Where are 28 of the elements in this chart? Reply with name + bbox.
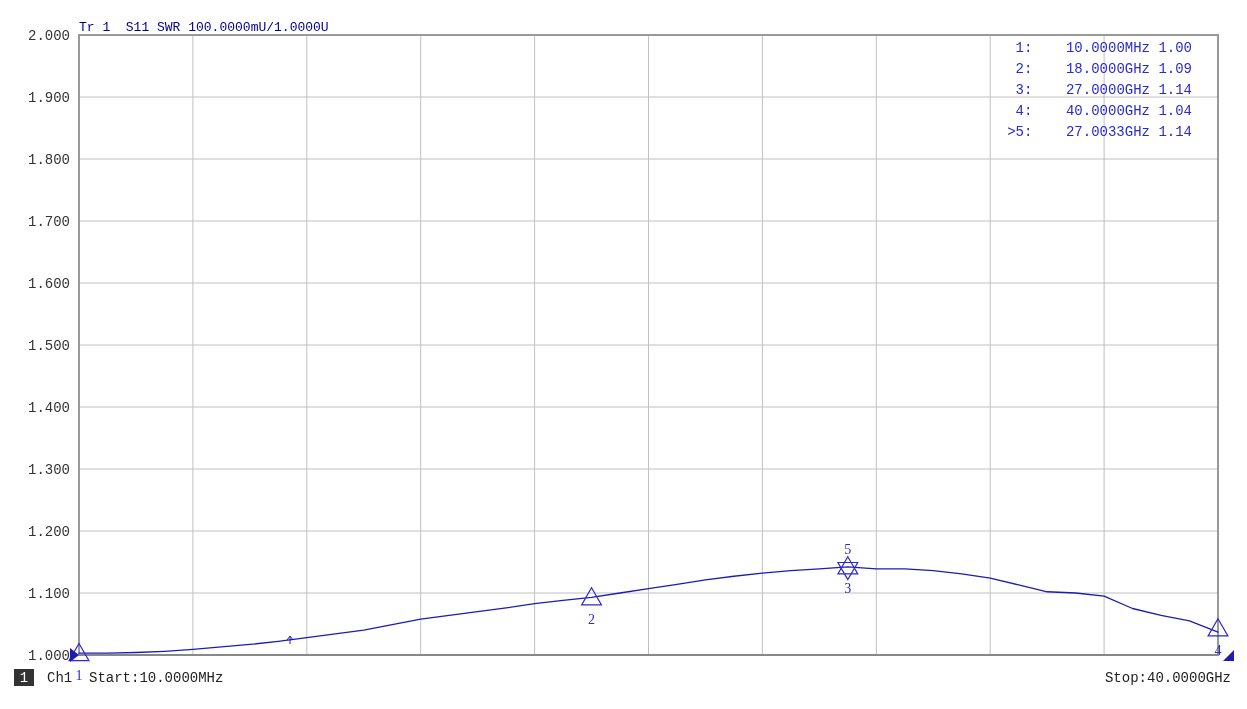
- y-tick-label: 1.200: [27, 524, 70, 540]
- text: Ch1: [47, 670, 73, 686]
- y-tick-label: 2.000: [27, 28, 70, 44]
- y-tick-label: 1.700: [27, 214, 70, 230]
- y-tick-label: 1.600: [27, 276, 70, 292]
- annotation: 2: [588, 612, 596, 628]
- y-tick-label: 1.800: [27, 152, 70, 168]
- y-tick-label: 1.100: [27, 586, 70, 602]
- y-tick-label: 1.000: [27, 648, 70, 664]
- y-tick-label: 1.900: [27, 90, 70, 106]
- text: 1: [75, 668, 83, 683]
- annotation: 2: 18.0000GHz 1.09: [1015, 61, 1192, 77]
- annotation: 5: [844, 542, 852, 558]
- text: Stop:40.0000GHz: [1104, 670, 1231, 686]
- y-tick-label: 1.400: [27, 400, 70, 416]
- point: [581, 587, 603, 606]
- y-tick-label: 1.500: [27, 338, 70, 354]
- y-tick-label: 1.300: [27, 462, 70, 478]
- annotation: 1: 10.0000MHz 1.00: [1015, 40, 1192, 56]
- annotation: >5: 27.0033GHz 1.14: [1007, 124, 1192, 140]
- annotation: 3: 27.0000GHz 1.14: [1015, 82, 1192, 98]
- annotation: 3: [844, 581, 852, 597]
- point: [1207, 618, 1229, 637]
- annotation: 4: 40.0000GHz 1.04: [1015, 103, 1192, 119]
- annotation: Tr 1 S11 SWR 100.0000mU/1.0000U: [79, 20, 329, 35]
- text: 1: [19, 670, 29, 686]
- text: Start:10.0000MHz: [89, 670, 224, 686]
- annotation: 4: [1214, 643, 1222, 659]
